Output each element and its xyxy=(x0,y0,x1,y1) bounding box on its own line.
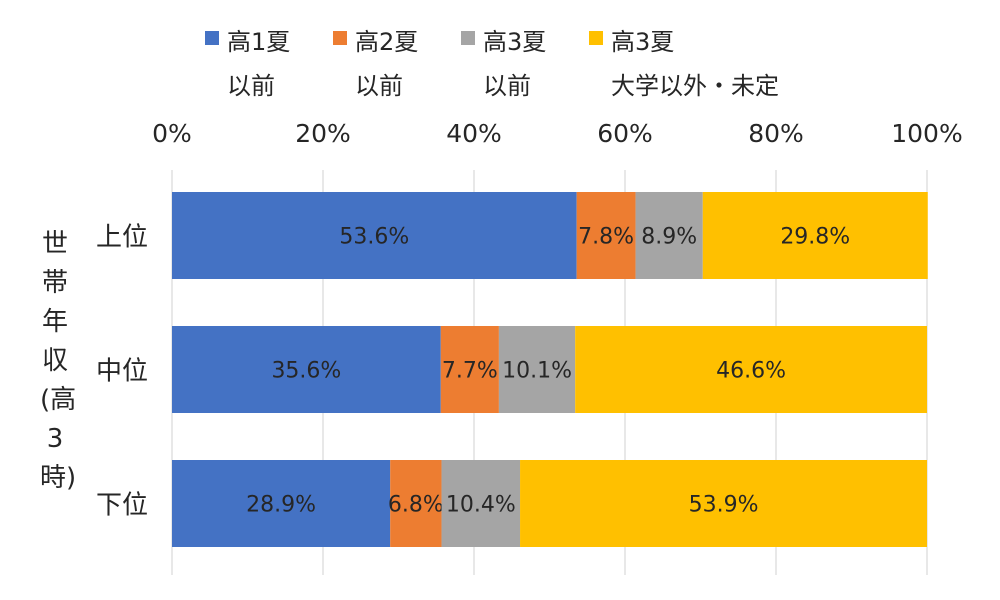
x-tick-label: 40% xyxy=(446,119,502,148)
data-label: 7.7% xyxy=(442,359,498,384)
data-label: 46.6% xyxy=(716,359,786,384)
x-tick-label: 0% xyxy=(152,119,192,148)
data-label: 53.9% xyxy=(689,493,759,518)
legend-label: 高1夏 xyxy=(227,28,291,56)
legend-swatch xyxy=(333,31,347,45)
data-label: 10.1% xyxy=(502,359,572,384)
legend-label-line2: 以前 xyxy=(483,72,531,100)
legend-swatch xyxy=(461,31,475,45)
bar-segment xyxy=(172,326,441,413)
legend-label-line2: 以前 xyxy=(355,72,403,100)
data-label: 35.6% xyxy=(271,359,341,384)
data-label: 7.8% xyxy=(578,225,634,250)
legend-label-line2: 以前 xyxy=(227,72,275,100)
data-label: 6.8% xyxy=(388,493,444,518)
data-label: 53.6% xyxy=(339,225,409,250)
bar-segment xyxy=(172,460,391,547)
x-tick-label: 20% xyxy=(295,119,351,148)
x-tick-label: 100% xyxy=(891,119,962,148)
bar-segment xyxy=(520,460,927,547)
data-label: 28.9% xyxy=(246,493,316,518)
bar-segment xyxy=(441,460,521,547)
x-tick-label: 80% xyxy=(748,119,804,148)
category-label: 下位 xyxy=(96,491,148,521)
bar-segment xyxy=(635,192,703,279)
data-label: 8.9% xyxy=(641,225,697,250)
bar-segment xyxy=(498,326,576,413)
bar-segment xyxy=(575,326,927,413)
legend-label: 高2夏 xyxy=(355,28,419,56)
x-tick-label: 60% xyxy=(597,119,653,148)
legend-label: 高3夏 xyxy=(483,28,547,56)
bar-segment xyxy=(172,192,577,279)
data-label: 29.8% xyxy=(780,225,850,250)
bar-segment xyxy=(702,192,928,279)
bar-segment xyxy=(576,192,636,279)
bar-segment xyxy=(440,326,499,413)
legend-label: 高3夏 xyxy=(611,28,675,56)
category-label: 中位 xyxy=(96,357,148,387)
legend-label-line2: 大学以外・未定 xyxy=(611,72,779,100)
bar-segment xyxy=(390,460,442,547)
legend-swatch xyxy=(205,31,219,45)
legend-swatch xyxy=(589,31,603,45)
data-label: 10.4% xyxy=(446,493,516,518)
category-label: 上位 xyxy=(96,223,148,253)
